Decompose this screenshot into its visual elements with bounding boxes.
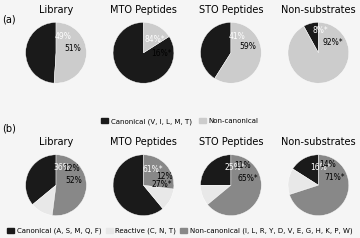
Text: 25%*: 25%* (225, 163, 245, 172)
Wedge shape (201, 155, 231, 185)
Text: 92%*: 92%* (322, 38, 343, 47)
Wedge shape (293, 155, 318, 185)
Wedge shape (201, 22, 231, 79)
Text: 71%*: 71%* (325, 173, 345, 182)
Text: 49%: 49% (55, 32, 72, 41)
Wedge shape (144, 155, 174, 189)
Wedge shape (144, 22, 169, 53)
Wedge shape (26, 22, 56, 83)
Text: 41%: 41% (229, 32, 246, 41)
Wedge shape (113, 22, 174, 83)
Text: 59%: 59% (239, 42, 256, 51)
Wedge shape (288, 22, 349, 83)
Legend: Canonical (A, S, M, Q, F), Reactive (C, N, T), Non-canonical (I, L, R, Y, D, V, : Canonical (A, S, M, Q, F), Reactive (C, … (4, 225, 356, 237)
Legend: Canonical (V, I, L, M, T), Non-canonical: Canonical (V, I, L, M, T), Non-canonical (99, 115, 261, 127)
Wedge shape (304, 22, 318, 53)
Wedge shape (144, 185, 174, 209)
Text: 36%: 36% (53, 163, 70, 172)
Wedge shape (52, 155, 86, 216)
Text: 61%*: 61%* (143, 165, 163, 174)
Title: STO Peptides: STO Peptides (199, 137, 263, 147)
Title: MTO Peptides: MTO Peptides (110, 5, 177, 15)
Wedge shape (113, 155, 163, 216)
Wedge shape (33, 185, 56, 215)
Wedge shape (215, 22, 261, 83)
Text: 11%: 11% (234, 161, 251, 170)
Text: 8%*: 8%* (312, 25, 328, 35)
Wedge shape (26, 155, 56, 205)
Text: (a): (a) (2, 14, 15, 24)
Text: 16%*: 16%* (311, 163, 331, 172)
Wedge shape (288, 169, 318, 195)
Text: 65%*: 65%* (238, 174, 258, 183)
Text: 52%: 52% (65, 176, 82, 185)
Title: STO Peptides: STO Peptides (199, 5, 263, 15)
Text: 12%: 12% (156, 172, 173, 181)
Text: 84%*: 84%* (145, 35, 166, 44)
Wedge shape (289, 155, 349, 216)
Title: MTO Peptides: MTO Peptides (110, 137, 177, 147)
Text: 27%*: 27%* (151, 180, 172, 188)
Wedge shape (54, 22, 86, 83)
Title: Non-substrates: Non-substrates (281, 5, 356, 15)
Title: Library: Library (39, 137, 73, 147)
Wedge shape (201, 185, 231, 205)
Text: 12%: 12% (63, 164, 80, 173)
Text: 51%: 51% (65, 44, 81, 53)
Title: Non-substrates: Non-substrates (281, 137, 356, 147)
Title: Library: Library (39, 5, 73, 15)
Text: (b): (b) (2, 124, 16, 134)
Text: 16%*: 16%* (151, 49, 171, 58)
Text: 14%: 14% (319, 160, 336, 169)
Wedge shape (207, 155, 261, 216)
